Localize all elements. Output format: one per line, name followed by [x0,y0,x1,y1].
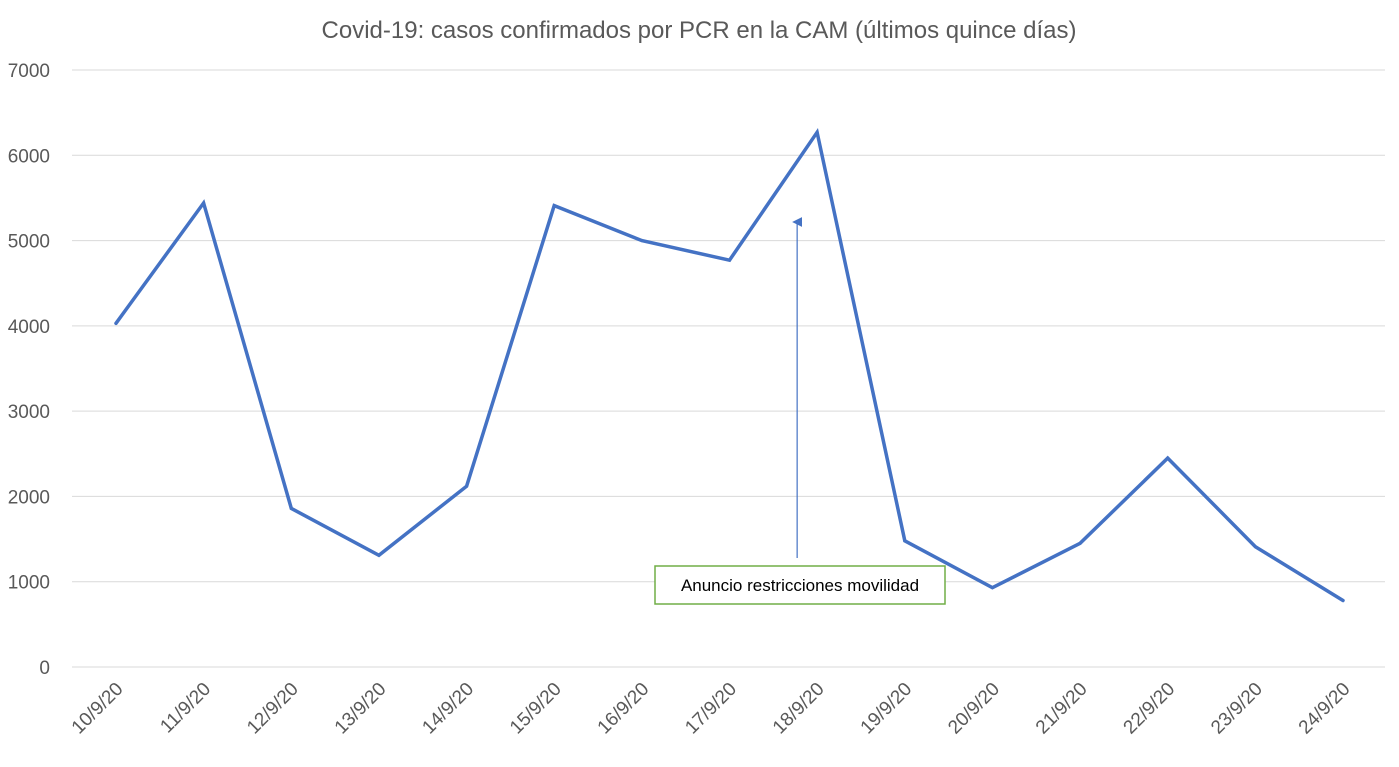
x-tick-label: 11/9/20 [156,679,215,738]
data-point [114,321,118,325]
data-point [1166,456,1170,460]
x-axis-ticks: 10/9/20 11/9/20 12/9/20 13/9/20 14/9/20 15/9/… [68,679,1355,739]
x-tick-label: 16/9/20 [594,679,654,739]
x-tick-label: 19/9/20 [857,679,917,739]
y-tick-label: 5000 [8,232,50,253]
data-point [377,553,381,557]
annotation-group: Anuncio restricciones movilidad [654,217,946,605]
y-tick-label: 2000 [8,487,50,508]
x-tick-label: 14/9/20 [418,679,478,739]
x-tick-label: 10/9/20 [68,679,128,739]
data-point [903,539,907,543]
x-tick-label: 17/9/20 [681,679,741,739]
annotation-label: Anuncio restricciones movilidad [681,576,919,595]
y-tick-label: 4000 [8,317,50,338]
y-tick-label: 0 [39,658,50,679]
data-point [289,506,293,510]
x-tick-label: 15/9/20 [506,679,566,739]
y-axis-ticks: 0 1000 2000 3000 4000 5000 6000 7000 [8,61,50,679]
data-point [815,130,819,134]
x-tick-label: 24/9/20 [1295,679,1355,739]
gridlines [72,69,1385,668]
data-point [465,484,469,488]
x-tick-label: 20/9/20 [944,679,1004,739]
x-tick-label: 18/9/20 [769,679,829,739]
x-tick-label: 13/9/20 [331,679,391,739]
data-point [1253,545,1257,549]
x-tick-label: 12/9/20 [243,679,303,739]
x-tick-label: 22/9/20 [1120,679,1180,739]
data-point [1078,541,1082,545]
data-point [202,201,206,205]
y-tick-label: 3000 [8,402,50,423]
series-group [114,127,1345,603]
y-tick-label: 7000 [8,61,50,82]
y-tick-label: 6000 [8,146,50,167]
data-point [990,586,994,590]
annotation-box [654,565,946,605]
chart-title: Covid-19: casos confirmados por PCR en l… [322,17,1077,44]
data-point [552,204,556,208]
data-point [728,258,731,262]
data-point [640,239,644,243]
y-tick-label: 1000 [8,573,50,594]
x-tick-label: 21/9/20 [1032,679,1092,739]
data-point [1341,598,1345,602]
series-line [114,127,1345,603]
x-tick-label: 23/9/20 [1207,679,1267,739]
